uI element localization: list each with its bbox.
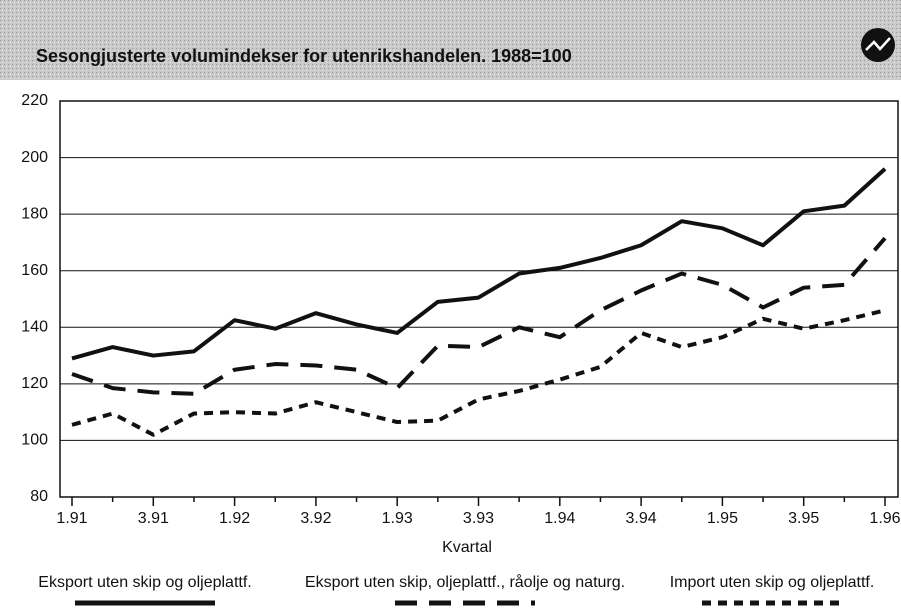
x-tick-label: 3.91 xyxy=(138,510,169,527)
x-axis-label: Kvartal xyxy=(442,539,492,556)
y-tick-label: 120 xyxy=(21,375,48,392)
x-tick-label: 1.93 xyxy=(382,510,413,527)
x-tick-label: 3.94 xyxy=(626,510,657,527)
legend-label: Import uten skip og oljeplattf. xyxy=(670,574,875,591)
logo xyxy=(861,28,895,62)
chart-title: Sesongjusterte volumindekser for utenrik… xyxy=(36,46,572,66)
x-tick-label: 3.95 xyxy=(788,510,819,527)
x-tick-label: 3.92 xyxy=(300,510,331,527)
title-banner xyxy=(0,0,901,80)
y-tick-label: 80 xyxy=(30,488,48,505)
y-tick-label: 180 xyxy=(21,205,48,222)
x-tick-label: 1.91 xyxy=(56,510,87,527)
y-tick-label: 200 xyxy=(21,149,48,166)
y-tick-label: 100 xyxy=(21,432,48,449)
x-tick-label: 1.94 xyxy=(544,510,575,527)
legend-label: Eksport uten skip og oljeplattf. xyxy=(38,574,251,591)
y-tick-label: 160 xyxy=(21,262,48,279)
x-tick-label: 1.92 xyxy=(219,510,250,527)
y-tick-label: 140 xyxy=(21,319,48,336)
series-line xyxy=(71,308,886,437)
x-tick-label: 1.95 xyxy=(707,510,738,527)
x-tick-label: 3.93 xyxy=(463,510,494,527)
series-line xyxy=(71,167,887,361)
y-tick-label: 220 xyxy=(21,92,48,109)
series-line xyxy=(71,236,887,396)
legend-label: Eksport uten skip, oljeplattf., råolje o… xyxy=(305,573,625,591)
x-tick-label: 1.96 xyxy=(869,510,900,527)
